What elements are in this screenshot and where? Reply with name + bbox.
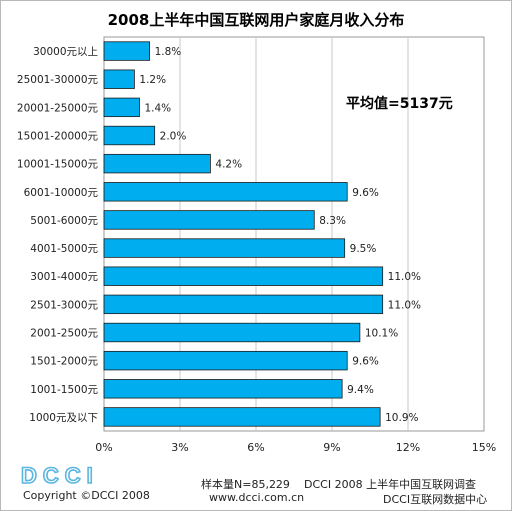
x-tick-label: 9% [323, 441, 340, 454]
value-label: 11.0% [388, 299, 421, 311]
bar [103, 266, 384, 286]
average-annotation: 平均值=5137元 [346, 95, 453, 112]
value-label: 10.9% [385, 412, 418, 424]
category-label: 1001-1500元 [30, 384, 98, 396]
value-label: 9.4% [347, 384, 374, 396]
dcci-logo: DCCI [20, 465, 99, 487]
value-label: 10.1% [365, 328, 398, 340]
bar [103, 407, 381, 427]
bar [103, 69, 135, 89]
bar [103, 97, 140, 118]
value-label: 2.0% [160, 131, 187, 143]
copyright-text: Copyright ©DCCI 2008 [23, 489, 150, 502]
category-label: 20001-25000元 [17, 102, 99, 114]
bar [103, 379, 343, 399]
value-label: 4.2% [215, 159, 242, 171]
value-label: 9.6% [352, 187, 379, 199]
bar [103, 153, 211, 174]
value-label: 9.5% [350, 243, 377, 255]
bar [103, 294, 384, 315]
value-label: 1.4% [144, 102, 171, 114]
value-label: 11.0% [388, 271, 421, 283]
bar [103, 238, 346, 258]
organization-text: DCCI互联网数据中心 [383, 493, 488, 506]
bar [103, 210, 315, 230]
category-label: 5001-6000元 [30, 215, 98, 227]
chart-footer: DCCI Copyright ©DCCI 2008 样本量N=85,229 DC… [1, 463, 511, 510]
bar [103, 182, 348, 202]
x-tick-label: 12% [396, 441, 420, 454]
category-label: 4001-5000元 [30, 243, 98, 255]
x-tick-label: 6% [247, 441, 264, 454]
survey-name-text: DCCI 2008 上半年中国互联网调查 [304, 478, 477, 491]
category-label: 2501-3000元 [30, 299, 98, 311]
category-label: 30000元以上 [33, 46, 98, 58]
x-tick-label: 3% [171, 441, 188, 454]
bar-chart: 0% 3% 6% 9% 12% 15% 30000元以上 1.8% 25001-30000元 1.… [17, 36, 496, 454]
sample-size-text: 样本量N=85,229 [201, 478, 290, 491]
category-label: 25001-30000元 [17, 74, 99, 86]
category-label: 3001-4000元 [30, 271, 98, 283]
value-label: 1.2% [139, 74, 166, 86]
value-label: 8.3% [319, 215, 346, 227]
category-label: 2001-2500元 [30, 328, 98, 340]
chart-title: 2008上半年中国互联网用户家庭月收入分布 [107, 11, 405, 29]
bar [103, 41, 150, 61]
category-label: 15001-20000元 [17, 131, 99, 143]
bar [103, 322, 361, 343]
category-label: 1501-2000元 [30, 356, 98, 368]
value-label: 1.8% [155, 46, 182, 58]
category-label: 10001-15000元 [17, 159, 99, 171]
website-text: www.dcci.com.cn [209, 491, 305, 504]
bar [103, 350, 348, 371]
logo-text: DCCI [21, 465, 99, 487]
bar [103, 125, 156, 146]
x-tick-label: 15% [472, 441, 496, 454]
category-label: 6001-10000元 [24, 187, 99, 199]
x-tick-label: 0% [95, 441, 112, 454]
category-label: 1000元及以下 [29, 412, 98, 424]
value-label: 9.6% [352, 356, 379, 368]
